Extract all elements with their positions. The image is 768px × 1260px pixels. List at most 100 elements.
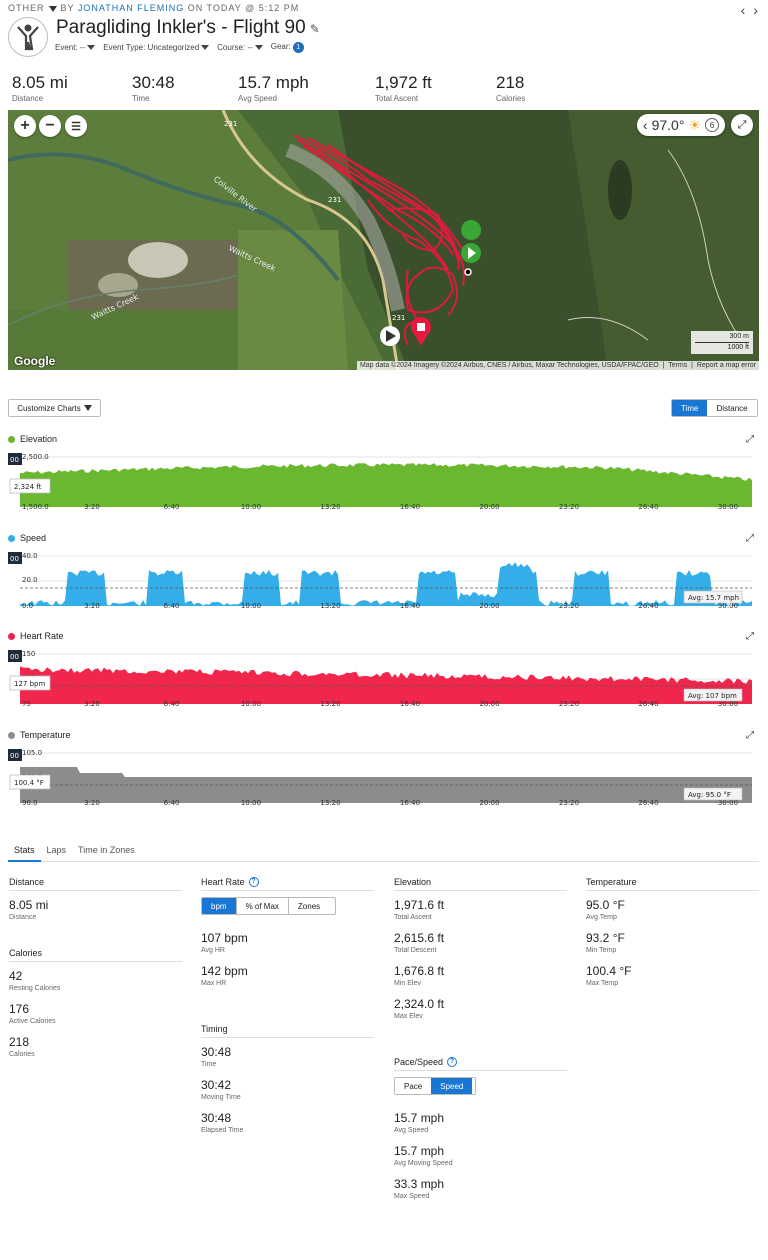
zoom-in-button[interactable]: + — [14, 115, 36, 137]
elevation-cursor-value: 2,324 ft — [9, 478, 51, 494]
expand-hr-chart-icon[interactable]: ⤢ — [746, 631, 754, 642]
x-tick-label: 26:40 — [638, 799, 658, 807]
playback-button[interactable] — [380, 326, 400, 346]
end-marker[interactable] — [411, 317, 431, 346]
x-axis-toggle: Time Distance — [671, 399, 758, 417]
svg-text:Avg: 95.0 °F: Avg: 95.0 °F — [688, 791, 731, 799]
x-tick-label: 20:00 — [479, 700, 499, 708]
chevron-left-icon: ‹ — [642, 117, 648, 133]
x-tick-label: 13:20 — [320, 799, 340, 807]
pace-speed-section: Pace/Speed? Pace Speed 15.7 mph Avg Speed… — [394, 1057, 567, 1200]
temperature-legend-dot — [8, 731, 15, 739]
y-tick-label: 1,500.0 — [22, 503, 49, 511]
speed-chart[interactable]: 40.0 20.0 0.0 3:20 6:40 10:00 13:20 16:40 20:00 2… — [8, 548, 760, 610]
x-tick-label: 16:40 — [400, 503, 420, 511]
x-tick-label: 6:40 — [164, 799, 180, 807]
timing-section: Timing 30:48 Time 30:42 Moving Time 30:48 E… — [201, 1024, 374, 1134]
tab-time-in-zones[interactable]: Time in Zones — [78, 845, 135, 855]
start-marker[interactable] — [461, 220, 482, 276]
section-title-timing: Timing — [201, 1024, 374, 1038]
zoom-out-button[interactable]: − — [39, 115, 61, 137]
x-tick-label: 26:40 — [638, 602, 658, 610]
hr-chart[interactable]: 150125753:206:4010:0013:2016:4020:0023:2… — [8, 646, 760, 708]
elevation-chart-header: Elevation — [8, 434, 57, 444]
x-tick-label: 16:40 — [400, 799, 420, 807]
speed-legend-dot — [8, 534, 15, 542]
distance-toggle-button[interactable]: Distance — [707, 400, 757, 416]
expand-temperature-chart-icon[interactable]: ⤢ — [746, 730, 754, 741]
section-title-calories: Calories — [9, 948, 182, 962]
section-title-elevation: Elevation — [394, 877, 567, 891]
edit-pencil-icon[interactable]: ✎ — [309, 22, 320, 36]
route-map[interactable]: 231 231 231 Colville River Waitts Creek … — [8, 110, 759, 370]
event-type-dropdown[interactable]: Event Type: Uncategorized — [103, 43, 210, 52]
layers-icon[interactable]: ☰ — [65, 115, 87, 137]
summary-time: 30:48 Time — [132, 73, 175, 103]
pace-speed-toggle: Pace Speed — [394, 1077, 476, 1095]
x-tick-label: 30:00 — [718, 503, 738, 511]
y-tick-label: 0.0 — [22, 602, 33, 610]
elevation-legend-dot — [8, 435, 15, 443]
hr-legend-dot — [8, 632, 15, 640]
x-tick-label: 13:20 — [320, 503, 340, 511]
time-toggle-button[interactable]: Time — [672, 400, 708, 416]
speed-button[interactable]: Speed — [431, 1078, 473, 1094]
elevation-chart[interactable]: 2,500.0 1,500.0 3:20 6:40 10:00 13:20 16:40 20:… — [8, 449, 760, 511]
svg-text:Avg: 107 bpm: Avg: 107 bpm — [688, 692, 737, 700]
cursor-tab-label: 00 — [10, 752, 19, 760]
x-tick-label: 3:20 — [84, 799, 100, 807]
course-dropdown[interactable]: Course: -- — [217, 43, 263, 52]
fullscreen-map-icon[interactable]: ⤢ — [731, 114, 753, 136]
cursor-tab — [8, 552, 22, 564]
tab-laps[interactable]: Laps — [46, 845, 67, 855]
temperature-chart[interactable]: 105.0100.090.03:206:4010:0013:2016:4020:… — [8, 745, 760, 807]
author-link[interactable]: JONATHAN FLEMING — [77, 3, 185, 13]
tab-stats[interactable]: Stats — [8, 845, 41, 862]
customize-charts-button[interactable]: Customize Charts — [8, 399, 101, 417]
activity-type[interactable]: OTHER — [8, 3, 45, 13]
x-tick-label: 16:40 — [400, 700, 420, 708]
x-tick-label: 20:00 — [479, 602, 499, 610]
terms-link[interactable]: Terms — [668, 362, 688, 369]
activity-icon — [8, 17, 48, 57]
gear-field[interactable]: Gear: 1 — [271, 42, 304, 53]
report-map-error-link[interactable]: Report a map error — [696, 362, 756, 369]
x-tick-label: 30:00 — [718, 602, 738, 610]
x-tick-label: 16:40 — [400, 602, 420, 610]
summary-distance: 8.05 mi Distance — [12, 73, 68, 103]
bpm-button[interactable]: bpm — [202, 898, 236, 914]
hr-avg-label: Avg: 107 bpm — [683, 688, 743, 702]
help-icon[interactable]: ? — [447, 1057, 458, 1067]
x-tick-label: 23:20 — [559, 799, 579, 807]
cursor-tab — [8, 453, 22, 465]
percent-max-button[interactable]: % of Max — [235, 898, 288, 914]
by-prefix: BY — [60, 3, 75, 13]
elevation-section: Elevation 1,971.6 ft Total Ascent 2,615.6… — [394, 877, 567, 1020]
weather-temperature: 97.0° — [651, 117, 685, 133]
event-dropdown[interactable]: Event: -- — [55, 43, 96, 52]
caret-down-icon[interactable] — [48, 5, 57, 12]
temp-cursor-value: 100.4 °F — [9, 774, 51, 790]
hr-cursor-value: 127 bpm — [9, 675, 51, 691]
hr-chart-header: Heart Rate — [8, 631, 64, 641]
y-tick-label: 150 — [22, 650, 35, 658]
section-title-heart-rate: Heart Rate — [201, 877, 245, 887]
weather-widget[interactable]: ‹ 97.0° ☀ 6 — [636, 114, 725, 136]
svg-text:231: 231 — [224, 120, 237, 128]
expand-speed-chart-icon[interactable]: ⤢ — [746, 533, 754, 544]
x-tick-label: 13:20 — [320, 602, 340, 610]
svg-text:2,324 ft: 2,324 ft — [14, 483, 42, 491]
pace-button[interactable]: Pace — [395, 1078, 432, 1094]
x-tick-label: 3:20 — [84, 503, 100, 511]
x-tick-label: 20:00 — [479, 799, 499, 807]
zones-button[interactable]: Zones — [287, 898, 330, 914]
prev-activity-icon[interactable]: ‹ — [740, 2, 746, 18]
cursor-tab-label: 00 — [10, 555, 19, 563]
next-activity-icon[interactable]: › — [753, 2, 758, 18]
x-tick-label: 6:40 — [164, 700, 180, 708]
expand-elevation-chart-icon[interactable]: ⤢ — [746, 434, 754, 445]
x-tick-label: 10:00 — [241, 602, 261, 610]
wind-speed-badge: 6 — [705, 118, 719, 132]
help-icon[interactable]: ? — [248, 877, 259, 887]
satellite-imagery: 231 231 231 Colville River Waitts Creek … — [8, 110, 759, 370]
